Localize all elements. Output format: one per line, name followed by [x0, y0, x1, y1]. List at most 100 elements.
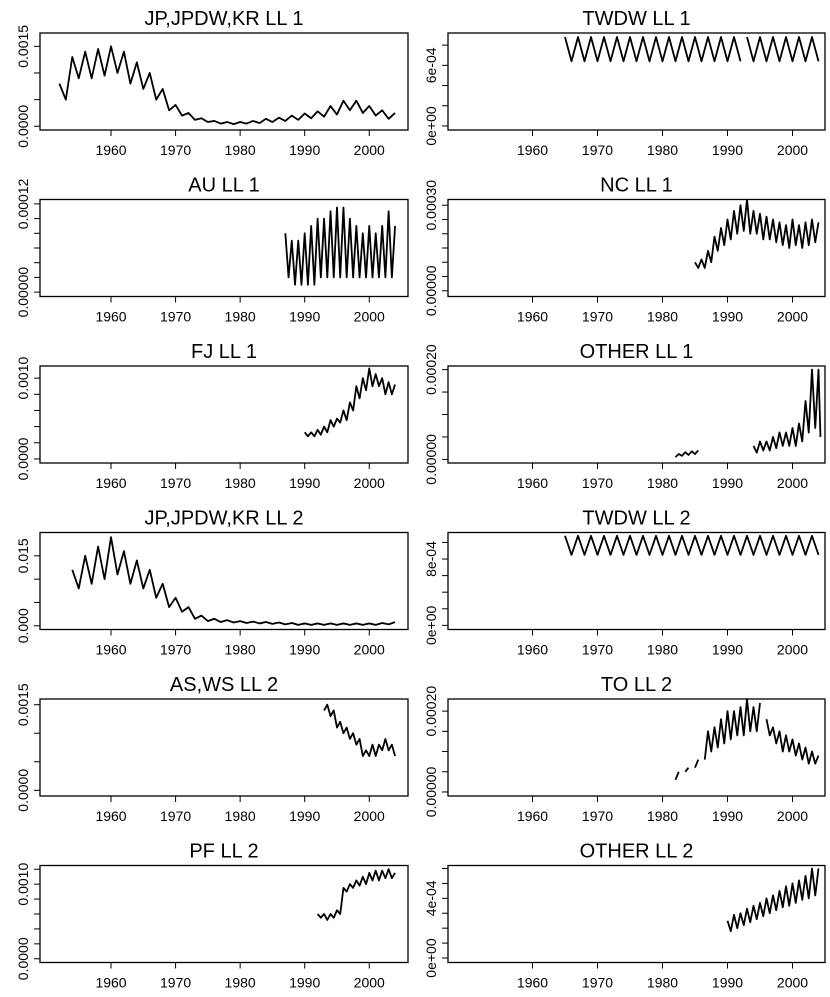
x-tick-label: 2000	[777, 975, 808, 991]
x-tick-label: 1970	[160, 975, 191, 991]
plot-frame	[447, 864, 826, 964]
x-tick-label: 1980	[647, 642, 678, 658]
x-tick-label: 1960	[95, 475, 126, 491]
x-tick-label: 2000	[777, 475, 808, 491]
x-tick-label: 1990	[712, 975, 743, 991]
plot-frame	[447, 32, 826, 131]
plot-frame	[39, 198, 409, 298]
y-tick-label: 0.0000	[15, 105, 31, 148]
y-tick-label: 0.015	[15, 538, 31, 573]
x-tick-label: 2000	[777, 642, 808, 658]
panel-title: OTHER LL 1	[580, 341, 694, 363]
y-tick-label: 0.00000	[423, 766, 439, 817]
x-tick-label: 2000	[354, 142, 385, 158]
x-tick-label: 1990	[712, 142, 743, 158]
panel-title: FJ LL 1	[191, 341, 257, 363]
x-tick-label: 1970	[160, 642, 191, 658]
x-tick-label: 2000	[777, 808, 808, 824]
x-tick-label: 1970	[160, 142, 191, 158]
y-tick-label: 0e+00	[423, 938, 439, 978]
data-line	[58, 45, 396, 126]
x-tick-label: 1970	[160, 808, 191, 824]
x-tick-label: 1980	[225, 642, 256, 658]
x-tick-label: 1960	[95, 142, 126, 158]
data-line	[316, 868, 396, 921]
y-tick-label: 0.0010	[15, 863, 31, 906]
data-line	[674, 368, 822, 458]
x-tick-label: 2000	[354, 808, 385, 824]
x-tick-label: 2000	[777, 142, 808, 158]
x-tick-label: 1980	[225, 475, 256, 491]
data-line	[726, 867, 820, 933]
x-tick-label: 1960	[517, 642, 548, 658]
x-tick-label: 2000	[777, 309, 808, 325]
panel-title: TWDW LL 1	[582, 8, 690, 30]
x-tick-label: 2000	[354, 975, 385, 991]
panel-title: PF LL 2	[189, 841, 258, 863]
x-tick-label: 1960	[517, 975, 548, 991]
x-tick-label: 1980	[225, 975, 256, 991]
y-tick-label: 0.0015	[15, 25, 31, 68]
panel-title: TWDW LL 2	[582, 508, 690, 530]
panel-title: JP,JPDW,KR LL 2	[145, 508, 304, 530]
x-tick-label: 1980	[647, 808, 678, 824]
panel-title: AU LL 1	[188, 175, 260, 197]
y-tick-label: 0.00030	[423, 180, 439, 231]
x-tick-label: 1960	[95, 808, 126, 824]
panel-title: OTHER LL 2	[580, 841, 694, 863]
x-tick-label: 1990	[712, 475, 743, 491]
x-tick-label: 1960	[517, 142, 548, 158]
x-tick-label: 1990	[289, 808, 320, 824]
x-tick-label: 1970	[160, 475, 191, 491]
y-tick-label: 0.0000	[15, 937, 31, 980]
plot-frame	[39, 531, 409, 631]
data-line	[694, 198, 820, 269]
x-tick-label: 1970	[160, 309, 191, 325]
x-tick-label: 1960	[517, 309, 548, 325]
x-tick-label: 2000	[354, 475, 385, 491]
x-tick-label: 1960	[517, 808, 548, 824]
x-tick-label: 1980	[225, 309, 256, 325]
x-tick-label: 1990	[289, 475, 320, 491]
panel-title: AS,WS LL 2	[170, 674, 278, 696]
x-tick-label: 1960	[95, 309, 126, 325]
x-tick-label: 1990	[289, 975, 320, 991]
panel-title: JP,JPDW,KR LL 1	[145, 8, 304, 30]
x-tick-label: 1980	[647, 142, 678, 158]
data-line	[284, 206, 396, 286]
y-tick-label: 0e+00	[423, 106, 439, 146]
plot-frame	[447, 531, 826, 631]
y-tick-label: 0.00020	[423, 344, 439, 395]
plot-frame	[447, 698, 826, 797]
data-line	[71, 536, 396, 626]
data-line	[303, 367, 396, 438]
y-tick-label: 0.0010	[15, 357, 31, 400]
y-tick-label: 0.00000	[423, 434, 439, 485]
plot-frame	[39, 32, 409, 131]
x-tick-label: 1990	[289, 309, 320, 325]
data-line	[564, 36, 820, 63]
x-tick-label: 1970	[582, 309, 613, 325]
x-tick-label: 1990	[289, 142, 320, 158]
y-tick-label: 0.00020	[423, 686, 439, 737]
x-tick-label: 1960	[517, 475, 548, 491]
panel-title: NC LL 1	[600, 175, 673, 197]
y-tick-label: 0.0000	[15, 437, 31, 480]
y-tick-label: 0.00012	[15, 178, 31, 229]
x-tick-label: 1970	[582, 475, 613, 491]
panel-title: TO LL 2	[601, 674, 672, 696]
x-tick-label: 1980	[647, 309, 678, 325]
y-tick-label: 8e-04	[423, 541, 439, 577]
x-tick-label: 1990	[712, 808, 743, 824]
x-tick-label: 1970	[582, 142, 613, 158]
x-tick-label: 1980	[647, 975, 678, 991]
plot-frame	[447, 198, 826, 298]
y-tick-label: 0.0015	[15, 683, 31, 726]
y-tick-label: 0.000	[15, 608, 31, 643]
data-line	[674, 698, 820, 781]
x-tick-label: 1990	[712, 642, 743, 658]
x-tick-label: 2000	[354, 642, 385, 658]
x-tick-label: 1980	[225, 142, 256, 158]
